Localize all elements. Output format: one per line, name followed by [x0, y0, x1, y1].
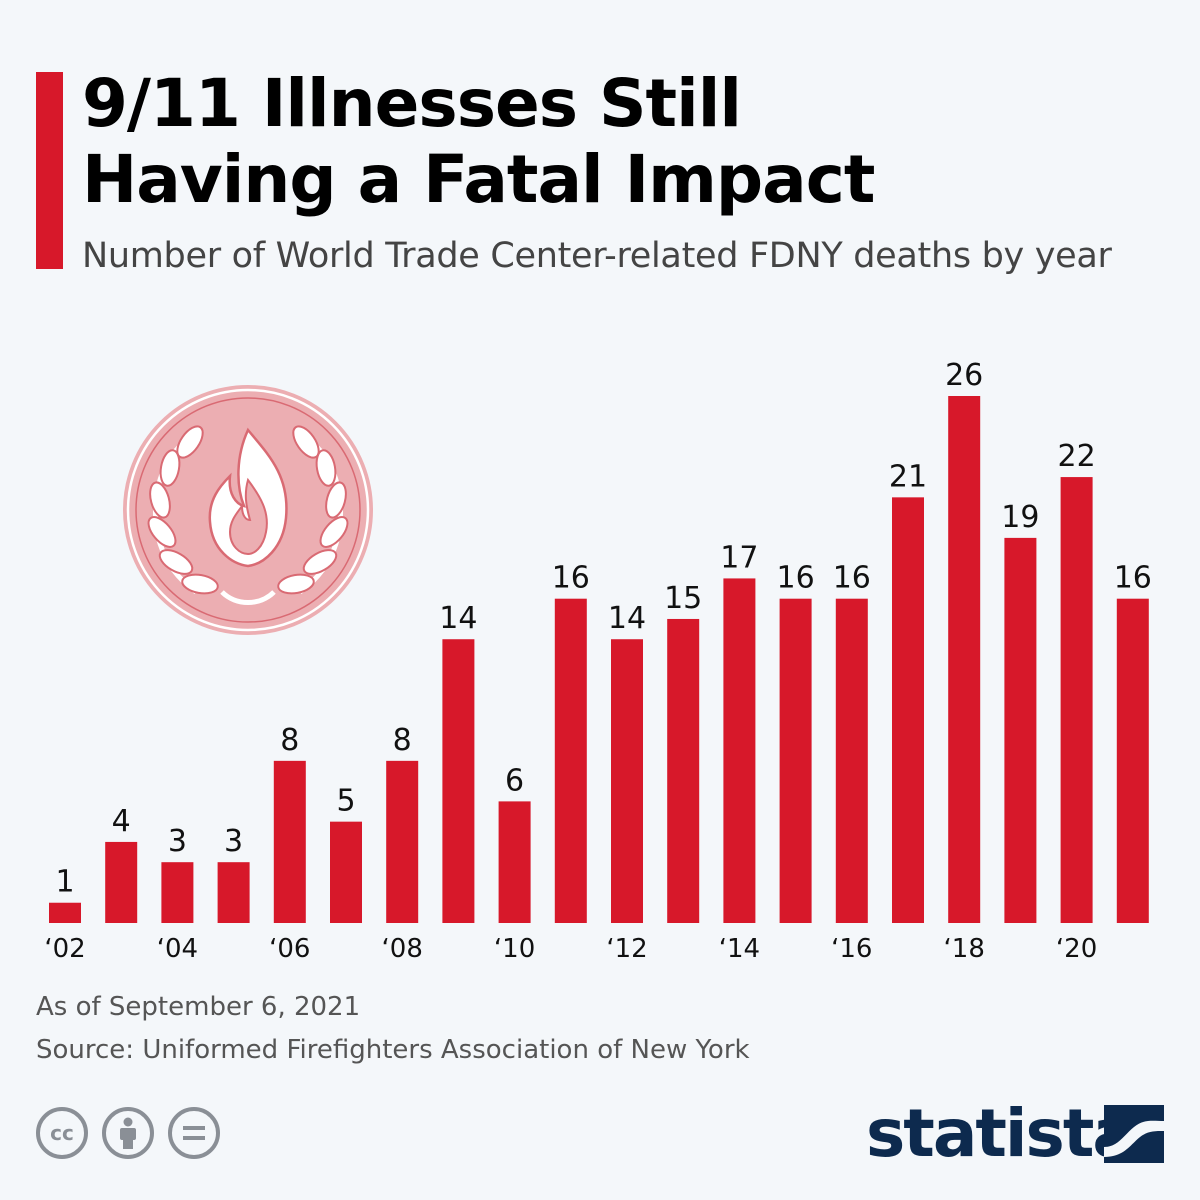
bar-2015	[779, 598, 812, 923]
title-accent-bar	[36, 72, 63, 269]
bar-2021	[1116, 598, 1149, 923]
no-derivatives-icon[interactable]	[168, 1107, 220, 1159]
x-tick-label-2006: ‘06	[269, 934, 310, 964]
x-tick-label-2014: ‘14	[719, 934, 760, 964]
x-tick-label-2002: ‘02	[44, 934, 85, 964]
bar-2007	[330, 821, 362, 923]
bar-2009	[442, 639, 475, 923]
bar-2013	[667, 618, 700, 923]
bar-value-label-2014: 17	[720, 540, 758, 575]
bar-value-label-2016: 16	[833, 561, 871, 596]
statista-logo-icon[interactable]	[1104, 1105, 1164, 1163]
bar-2016	[835, 598, 868, 923]
bar-value-label-2019: 19	[1001, 500, 1039, 535]
bar-value-label-2003: 4	[112, 804, 131, 839]
bar-value-label-2015: 16	[777, 561, 815, 596]
x-axis-tick-labels: ‘02 ‘04 ‘06 ‘08 ‘10 ‘12 ‘14 ‘16 ‘18 ‘20	[44, 934, 1097, 964]
bar-value-label-2020: 22	[1058, 439, 1096, 474]
attribution-icon[interactable]	[102, 1107, 154, 1159]
license-icons: cc	[36, 1107, 220, 1159]
fdny-memorial-emblem-icon	[123, 385, 373, 635]
date-note: As of September 6, 2021	[36, 992, 361, 1022]
bar-value-label-2008: 8	[393, 723, 412, 758]
x-tick-label-2020: ‘20	[1056, 934, 1097, 964]
bar-value-label-2009: 14	[439, 601, 477, 636]
x-tick-label-2004: ‘04	[157, 934, 198, 964]
bar-2002	[49, 902, 81, 923]
bar-value-label-2012: 14	[608, 601, 646, 636]
page-title: 9/11 Illnesses Still Having a Fatal Impa…	[82, 66, 1162, 218]
bar-value-label-2004: 3	[168, 824, 187, 859]
title-line-2: Having a Fatal Impact	[82, 141, 875, 218]
bar-2018	[948, 396, 981, 923]
bar-value-label-2002: 1	[55, 865, 74, 900]
x-tick-label-2012: ‘12	[606, 934, 647, 964]
bar-2017	[892, 497, 924, 923]
bar-2004	[161, 862, 194, 923]
bar-value-label-2021: 16	[1114, 561, 1152, 596]
bar-2006	[273, 760, 306, 923]
bar-value-label-2010: 6	[505, 763, 524, 798]
bar-2019	[1004, 537, 1037, 923]
bar-value-label-2007: 5	[336, 784, 355, 819]
bar-value-label-2013: 15	[664, 581, 702, 616]
bar-2011	[554, 598, 587, 923]
bar-2005	[217, 862, 250, 923]
x-tick-label-2010: ‘10	[494, 934, 535, 964]
bar-value-label-2006: 8	[280, 723, 299, 758]
title-line-1: 9/11 Illnesses Still	[82, 65, 742, 142]
bar-2014	[723, 578, 756, 923]
bar-2003	[105, 841, 138, 923]
bars-group	[49, 396, 1149, 923]
statista-logo-text[interactable]: statista	[866, 1095, 1137, 1172]
bar-2012	[611, 639, 643, 923]
bar-value-label-2018: 26	[945, 358, 983, 393]
source-note: Source: Uniformed Firefighters Associati…	[36, 1035, 750, 1065]
bar-value-label-2017: 21	[889, 459, 927, 494]
page-subtitle: Number of World Trade Center-related FDN…	[82, 236, 1112, 276]
x-tick-label-2018: ‘18	[944, 934, 985, 964]
x-tick-label-2016: ‘16	[831, 934, 872, 964]
bar-2020	[1060, 477, 1093, 923]
x-tick-label-2008: ‘08	[382, 934, 423, 964]
bar-value-label-2011: 16	[552, 561, 590, 596]
bar-2010	[498, 801, 531, 923]
cc-icon[interactable]: cc	[36, 1107, 88, 1159]
bar-value-label-2005: 3	[224, 824, 243, 859]
bar-2008	[386, 760, 419, 923]
